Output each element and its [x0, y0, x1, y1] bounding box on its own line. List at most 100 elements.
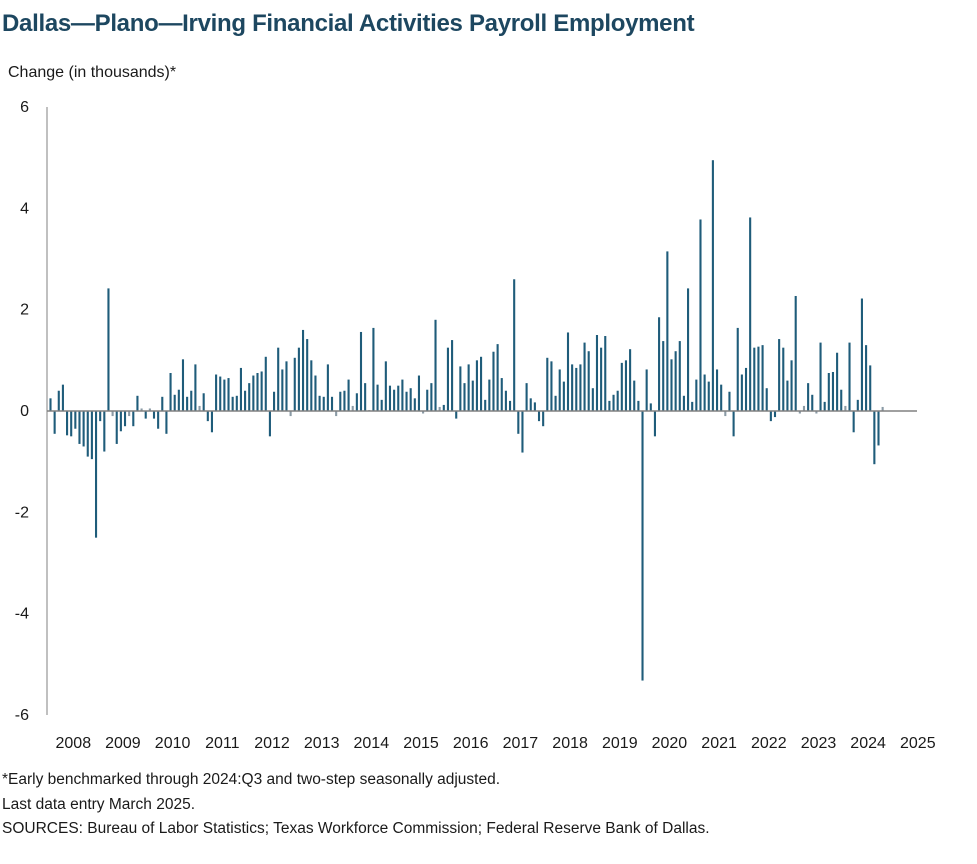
bar — [773, 411, 777, 418]
bar — [802, 405, 806, 411]
bar — [347, 379, 350, 411]
bar — [525, 383, 528, 411]
bar — [699, 219, 702, 411]
bar — [235, 395, 238, 411]
bar — [637, 400, 640, 411]
bar — [550, 361, 553, 411]
bar — [177, 389, 180, 411]
x-tick-label: 2025 — [900, 735, 936, 752]
bar — [732, 411, 735, 437]
bar — [186, 396, 189, 411]
bar — [658, 317, 661, 411]
bar — [355, 393, 358, 411]
bar — [157, 411, 160, 429]
bar — [128, 411, 131, 417]
bar — [430, 383, 433, 411]
y-tick-label: 4 — [20, 200, 29, 217]
bar — [695, 379, 698, 411]
bar — [82, 411, 85, 447]
bar — [318, 395, 321, 411]
bar — [306, 339, 309, 411]
bar — [53, 411, 56, 434]
bar — [583, 342, 586, 411]
x-tick-label: 2022 — [751, 735, 787, 752]
bar — [633, 380, 636, 411]
bar — [811, 394, 814, 411]
bar — [749, 217, 752, 411]
bar — [744, 367, 748, 411]
y-tick-label: -2 — [15, 504, 29, 521]
bar — [463, 383, 466, 411]
bar — [94, 411, 98, 538]
bar — [521, 411, 524, 453]
bar — [115, 411, 118, 444]
bar — [616, 390, 619, 411]
bar — [554, 395, 557, 411]
bar — [496, 344, 499, 411]
bar — [786, 380, 789, 411]
bar — [600, 347, 603, 411]
bar — [70, 411, 73, 437]
bar — [380, 399, 383, 411]
bar — [359, 331, 363, 411]
y-tick-label: -6 — [15, 707, 29, 724]
bar — [546, 357, 549, 411]
bar — [455, 411, 458, 419]
y-tick-label: 0 — [20, 403, 29, 420]
bar — [405, 391, 408, 411]
bar — [687, 288, 690, 411]
bar — [273, 391, 276, 411]
bar — [384, 361, 387, 411]
bar — [219, 376, 222, 411]
bar — [682, 395, 685, 411]
bar — [562, 381, 565, 411]
bar — [612, 394, 615, 411]
bar — [624, 360, 628, 411]
x-tick-label: 2008 — [56, 735, 92, 752]
x-tick-label: 2018 — [552, 735, 588, 752]
bar — [244, 390, 247, 411]
bar — [422, 411, 425, 414]
bar — [152, 411, 156, 419]
bar — [339, 391, 342, 411]
chart-title: Dallas—Plano—Irving Financial Activities… — [2, 10, 695, 37]
bar — [132, 411, 135, 427]
footnotes: *Early benchmarked through 2024:Q3 and t… — [2, 768, 710, 842]
bar — [393, 389, 396, 411]
bar — [169, 373, 172, 411]
bar — [500, 378, 503, 411]
bar — [798, 411, 801, 414]
bar — [728, 391, 731, 411]
bar — [57, 390, 60, 411]
bar — [289, 411, 292, 417]
bar — [740, 374, 743, 411]
bar — [571, 364, 574, 411]
bar — [260, 371, 263, 411]
bar — [268, 411, 271, 437]
bar — [256, 373, 259, 411]
bar — [322, 396, 325, 411]
bar — [351, 405, 354, 411]
bar — [711, 160, 714, 411]
bar — [587, 351, 590, 411]
bar — [790, 360, 793, 411]
bar — [285, 361, 288, 411]
bar — [264, 356, 267, 411]
bar — [480, 356, 483, 411]
x-tick-label: 2020 — [652, 735, 688, 752]
bar — [401, 379, 404, 411]
bar — [807, 383, 810, 411]
bar — [459, 366, 462, 411]
bar — [223, 379, 226, 411]
bar — [413, 398, 416, 411]
bar — [529, 398, 532, 411]
bar — [620, 362, 623, 411]
bar — [49, 398, 52, 411]
bar — [575, 367, 578, 411]
bar — [840, 389, 843, 411]
bar — [869, 365, 872, 411]
bar — [641, 411, 644, 681]
y-tick-labels: 6 4 2 0 -2 -4 -6 — [15, 99, 29, 724]
bar — [678, 341, 681, 411]
